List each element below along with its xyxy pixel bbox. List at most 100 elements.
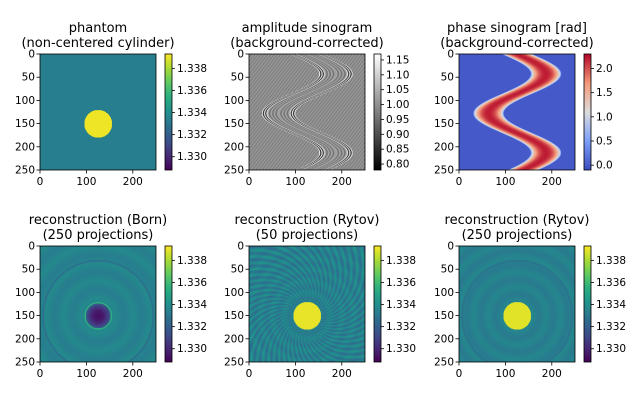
heatmap-image: [40, 54, 156, 170]
x-tick-label: 100: [76, 176, 96, 188]
y-tick-label: 50: [441, 72, 454, 84]
panel-title: (background-corrected): [440, 36, 594, 51]
colorbar: [164, 53, 173, 171]
colorbar-tick-label: 1.332: [596, 321, 626, 333]
y-tick-label: 0: [237, 49, 244, 61]
colorbar-tick-label: 0.5: [596, 136, 613, 148]
x-tick-label: 0: [456, 176, 463, 188]
colorbar-tick-label: 1.336: [177, 85, 207, 97]
panel-title: (background-corrected): [230, 36, 384, 51]
y-tick-label: 250: [15, 357, 35, 369]
colorbar-tick-label: 1.334: [596, 299, 626, 311]
axes-frame: [458, 53, 576, 171]
colorbar-tick-label: 1.338: [177, 63, 207, 75]
y-tick-label: 200: [434, 333, 454, 345]
y-tick-label: 250: [434, 357, 454, 369]
y-tick-label: 250: [15, 165, 35, 177]
colorbar-tick-label: 0.80: [386, 159, 409, 171]
colorbar: [164, 245, 173, 363]
panel-title: (non-centered cylinder): [21, 36, 174, 51]
x-tick-label: 100: [495, 368, 515, 380]
colorbar-tick-label: 0.85: [386, 144, 409, 156]
colorbar: [583, 53, 592, 171]
y-tick-label: 50: [441, 264, 454, 276]
heatmap-image: [249, 54, 365, 170]
colorbar-tick-label: 1.334: [177, 299, 207, 311]
colorbar-tick-label: 0.95: [386, 114, 409, 126]
heatmap-image: [459, 54, 575, 170]
panel-title: phantom: [69, 21, 127, 36]
heatmap-image: [459, 246, 575, 362]
colorbar-tick-label: 1.332: [177, 321, 207, 333]
x-tick-label: 200: [332, 368, 352, 380]
y-tick-label: 150: [224, 310, 244, 322]
heatmap-image: [40, 246, 156, 362]
colorbar: [583, 245, 592, 363]
x-tick-label: 0: [246, 368, 253, 380]
x-tick-label: 200: [123, 368, 143, 380]
panel-title: reconstruction (Rytov): [445, 213, 590, 228]
colorbar-tick-label: 1.10: [386, 69, 409, 81]
colorbar-tick-label: 1.15: [386, 54, 409, 66]
colorbar-tick-label: 1.332: [386, 321, 416, 333]
y-tick-label: 0: [28, 49, 35, 61]
colorbar-tick-label: 1.330: [596, 343, 626, 355]
colorbar-tick-label: 1.00: [386, 99, 409, 111]
axes-frame: [248, 245, 366, 363]
panel-title: (250 projections): [462, 228, 573, 243]
y-tick-label: 0: [447, 241, 454, 253]
y-tick-label: 100: [224, 287, 244, 299]
y-tick-label: 100: [224, 95, 244, 107]
panel-title: (250 projections): [43, 228, 154, 243]
axes-frame: [458, 245, 576, 363]
panel-title: reconstruction (Rytov): [235, 213, 380, 228]
colorbar-tick-label: 1.334: [386, 299, 416, 311]
x-tick-label: 0: [246, 176, 253, 188]
y-tick-label: 100: [434, 95, 454, 107]
axes-frame: [39, 53, 157, 171]
y-tick-label: 250: [224, 165, 244, 177]
axes-frame: [39, 245, 157, 363]
x-tick-label: 0: [456, 368, 463, 380]
y-tick-label: 200: [15, 333, 35, 345]
colorbar-tick-label: 1.0: [596, 111, 613, 123]
colorbar-tick-label: 1.330: [177, 343, 207, 355]
y-tick-label: 250: [224, 357, 244, 369]
colorbar-tick-label: 2.0: [596, 63, 613, 75]
panel-title: amplitude sinogram: [242, 21, 373, 36]
colorbar-tick-label: 1.336: [386, 277, 416, 289]
y-tick-label: 150: [434, 118, 454, 130]
y-tick-label: 0: [447, 49, 454, 61]
y-tick-label: 150: [15, 118, 35, 130]
x-tick-label: 0: [37, 176, 44, 188]
colorbar-tick-label: 1.05: [386, 84, 409, 96]
x-tick-label: 100: [495, 176, 515, 188]
y-tick-label: 200: [15, 141, 35, 153]
colorbar-tick-label: 0.90: [386, 129, 409, 141]
colorbar-tick-label: 1.338: [177, 255, 207, 267]
y-tick-label: 50: [22, 72, 35, 84]
y-tick-label: 50: [231, 264, 244, 276]
x-tick-label: 200: [332, 176, 352, 188]
colorbar: [373, 53, 382, 171]
y-tick-label: 0: [237, 241, 244, 253]
x-tick-label: 200: [542, 176, 562, 188]
colorbar-tick-label: 1.330: [177, 151, 207, 163]
y-tick-label: 0: [28, 241, 35, 253]
colorbar-tick-label: 1.332: [177, 129, 207, 141]
colorbar-tick-label: 1.338: [596, 255, 626, 267]
y-tick-label: 200: [224, 333, 244, 345]
colorbar-tick-label: 1.5: [596, 87, 613, 99]
y-tick-label: 100: [434, 287, 454, 299]
y-tick-label: 150: [434, 310, 454, 322]
y-tick-label: 200: [434, 141, 454, 153]
panel-title: phase sinogram [rad]: [447, 21, 587, 36]
colorbar-tick-label: 1.336: [177, 277, 207, 289]
y-tick-label: 200: [224, 141, 244, 153]
colorbar: [373, 245, 382, 363]
y-tick-label: 150: [15, 310, 35, 322]
y-tick-label: 100: [15, 95, 35, 107]
colorbar-tick-label: 1.334: [177, 107, 207, 119]
panel-title: reconstruction (Born): [29, 213, 167, 228]
